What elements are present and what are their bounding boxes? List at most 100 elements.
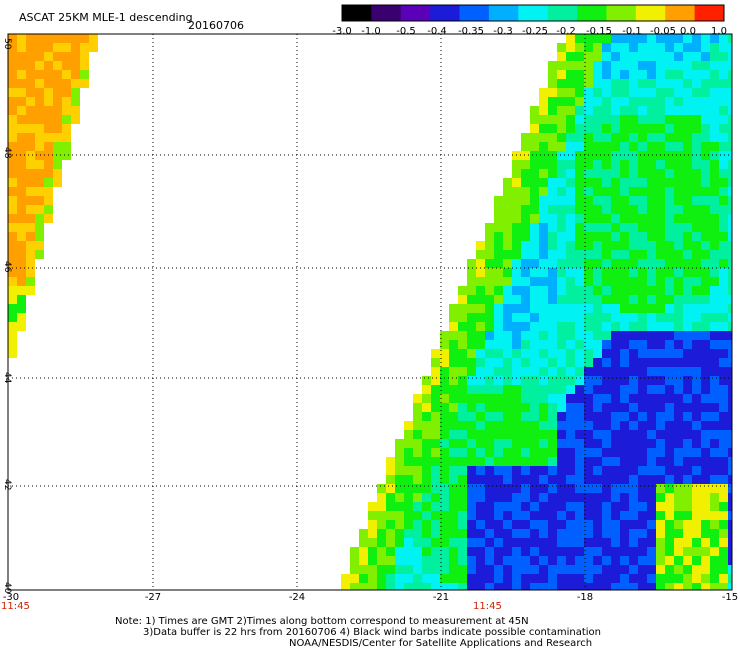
swath-cell <box>647 241 656 250</box>
swath-cell <box>431 556 440 565</box>
swath-cell <box>710 520 719 529</box>
swath-cell <box>422 511 431 520</box>
swath-cell <box>584 241 593 250</box>
swath-cell <box>602 250 611 259</box>
swath-cell <box>584 403 593 412</box>
swath-cell <box>476 511 485 520</box>
swath-cell <box>647 187 656 196</box>
swath-cell <box>674 367 683 376</box>
swath-cell <box>719 574 728 583</box>
swath-cell <box>431 430 440 439</box>
swath-cell <box>665 133 674 142</box>
swath-cell <box>548 385 557 394</box>
swath-cell <box>17 70 26 79</box>
swath-cell <box>638 502 647 511</box>
swath-cell <box>440 547 449 556</box>
swath-cell <box>647 232 656 241</box>
swath-cell <box>692 349 701 358</box>
swath-cell <box>629 142 638 151</box>
swath-cell <box>557 187 566 196</box>
swath-cell <box>476 304 485 313</box>
swath-cell <box>674 439 683 448</box>
swath-cell <box>503 502 512 511</box>
swath-cell <box>530 520 539 529</box>
swath-cell <box>53 97 62 106</box>
swath-cell <box>494 538 503 547</box>
swath-cell <box>485 394 494 403</box>
swath-cell <box>404 574 413 583</box>
swath-cell <box>503 232 512 241</box>
swath-cell <box>638 313 647 322</box>
swath-cell <box>665 169 674 178</box>
swath-cell <box>710 340 719 349</box>
swath-cell <box>521 322 530 331</box>
swath-cell <box>557 430 566 439</box>
swath-cell <box>503 466 512 475</box>
swath-cell <box>539 295 548 304</box>
swath-cell <box>503 268 512 277</box>
swath-cell <box>17 259 26 268</box>
swath-cell <box>584 493 593 502</box>
swath-cell <box>593 529 602 538</box>
swath-cell <box>647 223 656 232</box>
swath-cell <box>575 331 584 340</box>
swath-cell <box>467 565 476 574</box>
colorbar-swatch <box>400 5 431 21</box>
swath-cell <box>512 178 521 187</box>
swath-cell <box>557 529 566 538</box>
colorbar-tick-label: 1.0 <box>711 26 727 37</box>
swath-cell <box>575 151 584 160</box>
swath-cell <box>674 223 683 232</box>
swath-cell <box>422 529 431 538</box>
swath-cell <box>647 304 656 313</box>
swath-cell <box>548 421 557 430</box>
color-bar: -3.0 -1.0 -0.5 -0.4 -0.35 -0.3 -0.25 -0.… <box>332 4 727 37</box>
swath-cell <box>548 475 557 484</box>
swath-cell <box>521 457 530 466</box>
swath-cell <box>503 250 512 259</box>
swath-cell <box>719 421 728 430</box>
swath-cell <box>629 259 638 268</box>
swath-cell <box>413 394 422 403</box>
swath-cell <box>602 466 611 475</box>
swath-cell <box>620 511 629 520</box>
swath-cell <box>602 367 611 376</box>
swath-cell <box>584 178 593 187</box>
swath-cell <box>512 394 521 403</box>
swath-cell <box>656 304 665 313</box>
swath-cell <box>701 385 710 394</box>
swath-cell <box>404 502 413 511</box>
swath-cell <box>521 529 530 538</box>
swath-cell <box>368 556 377 565</box>
swath-cell <box>629 493 638 502</box>
swath-cell <box>719 187 728 196</box>
swath-cell <box>485 331 494 340</box>
swath-cell <box>566 70 575 79</box>
swath-cell <box>701 421 710 430</box>
swath-cell <box>665 322 674 331</box>
swath-cell <box>449 331 458 340</box>
swath-cell <box>674 115 683 124</box>
swath-cell <box>341 574 350 583</box>
swath-cell <box>629 286 638 295</box>
swath-cell <box>530 160 539 169</box>
swath-cell <box>728 286 732 295</box>
swath-cell <box>629 187 638 196</box>
swath-cell <box>350 547 359 556</box>
swath-cell <box>521 565 530 574</box>
swath-cell <box>602 475 611 484</box>
colorbar-swatch <box>488 5 519 21</box>
swath-cell <box>530 115 539 124</box>
swath-cell <box>422 547 431 556</box>
swath-cell <box>539 565 548 574</box>
swath-cell <box>494 367 503 376</box>
swath-cell <box>638 403 647 412</box>
swath-cell <box>512 160 521 169</box>
swath-cell <box>611 394 620 403</box>
swath-cell <box>728 214 732 223</box>
swath-cell <box>35 241 44 250</box>
swath-cell <box>17 61 26 70</box>
swath-cell <box>350 556 359 565</box>
swath-cell <box>539 475 548 484</box>
swath-cell <box>8 169 17 178</box>
